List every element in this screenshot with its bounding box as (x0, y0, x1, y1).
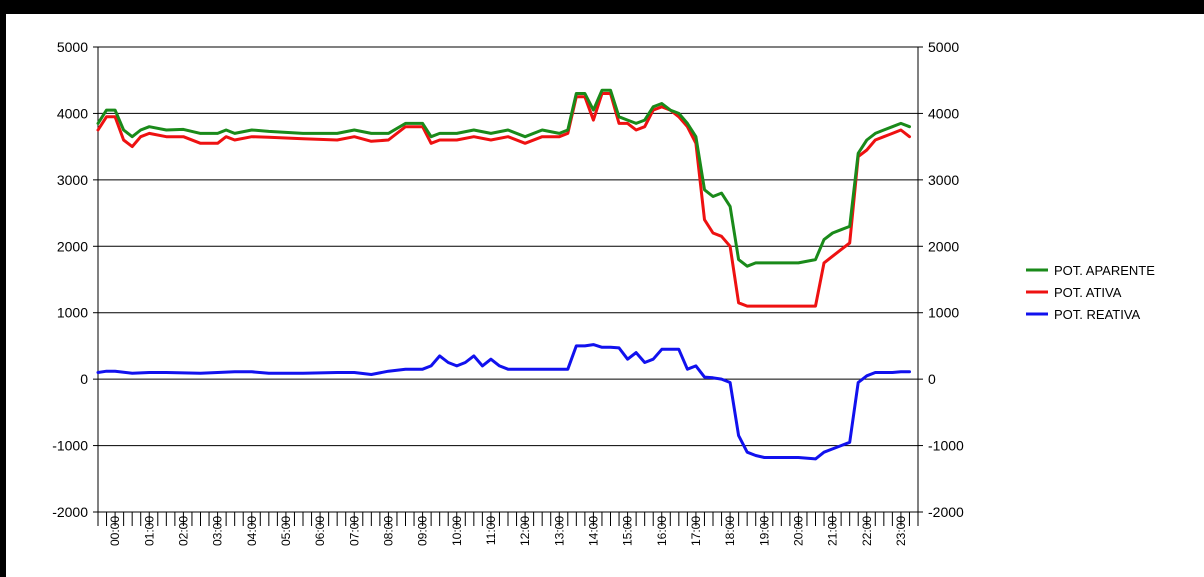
x-tick-label: 16:00 (655, 516, 669, 546)
x-tick-label: 03:00 (211, 516, 225, 546)
x-tick-label: 19:00 (757, 516, 771, 546)
x-tick-label: 13:00 (552, 516, 566, 546)
y-tick-label-right: 4000 (928, 105, 959, 121)
x-tick-label: 23:00 (894, 516, 908, 546)
x-tick-label: 00:00 (108, 516, 122, 546)
y-tick-label-right: 2000 (928, 238, 959, 254)
y-tick-label-right: 0 (928, 371, 936, 387)
line-chart: -2000 -1000 0 1000 2000 3000 4000 5000 -2000 -10… (52, 39, 1155, 546)
x-tick-label: 10:00 (450, 516, 464, 546)
x-tick-label: 14:00 (586, 516, 600, 546)
x-tick-label: 07:00 (347, 516, 361, 546)
y-tick-label-right: -1000 (928, 438, 964, 454)
legend-label: POT. APARENTE (1054, 263, 1155, 278)
x-tick-label: 05:00 (279, 516, 293, 546)
chart-frame: -2000 -1000 0 1000 2000 3000 4000 5000 -2000 -10… (6, 14, 1204, 577)
y-axis-right-ticks: -2000 -1000 0 1000 2000 3000 4000 5000 (928, 39, 964, 520)
x-tick-label: 01:00 (142, 516, 156, 546)
x-tick-label: 22:00 (860, 516, 874, 546)
series-lines (96, 88, 911, 461)
x-tick-label: 11:00 (484, 516, 498, 545)
x-axis-ticks: 00:00 01:00 02:00 03:00 04:00 05:00 06:00 07:00… (97, 512, 919, 546)
y-axis-left-ticks: -2000 -1000 0 1000 2000 3000 4000 5000 (52, 39, 88, 520)
x-tick-label: 15:00 (621, 516, 635, 546)
legend: POT. APARENTE POT. ATIVA POT. REATIVA (1026, 263, 1155, 322)
x-tick-label: 20:00 (791, 516, 805, 546)
x-tick-label: 17:00 (689, 516, 703, 546)
x-tick-label: 21:00 (826, 516, 840, 546)
y-tick-label-left: 4000 (57, 105, 88, 121)
x-tick-label: 02:00 (176, 516, 190, 546)
legend-label: POT. REATIVA (1054, 307, 1141, 322)
x-tick-label: 04:00 (245, 516, 259, 546)
series-line-pot-ativa (96, 92, 911, 308)
y-tick-label-right: 5000 (928, 39, 959, 55)
y-tick-label-left: -2000 (52, 504, 88, 520)
y-tick-label-left: 0 (80, 371, 88, 387)
y-tick-label-right: 3000 (928, 172, 959, 188)
y-tick-label-left: 3000 (57, 172, 88, 188)
y-tick-label-right: -2000 (928, 504, 964, 520)
x-tick-label: 06:00 (313, 516, 327, 546)
x-tick-label: 18:00 (723, 516, 737, 546)
y-tick-label-left: 1000 (57, 305, 88, 321)
x-tick-label: 09:00 (416, 516, 430, 546)
axes (93, 46, 923, 513)
x-tick-label: 12:00 (518, 516, 532, 546)
x-tick-label: 08:00 (381, 516, 395, 546)
y-tick-label-left: -1000 (52, 438, 88, 454)
series-line-pot-reativa (96, 343, 911, 461)
y-tick-label-left: 5000 (57, 39, 88, 55)
y-tick-label-right: 1000 (928, 305, 959, 321)
series-line-pot-aparente (96, 88, 911, 268)
gridlines (98, 46, 918, 447)
legend-label: POT. ATIVA (1054, 285, 1122, 300)
y-tick-label-left: 2000 (57, 238, 88, 254)
